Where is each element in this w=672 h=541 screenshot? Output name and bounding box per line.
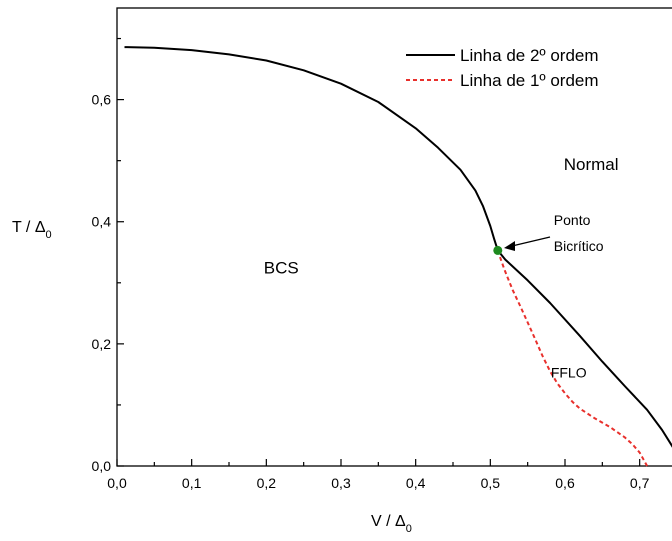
bicritical-point [493,245,503,255]
series-line-0 [124,46,672,448]
y-axis-ticks: 0,0 0,2 0,4 0,6 [92,37,124,474]
y-axis-label: T / Δ0 [12,219,52,241]
y-tick-label: 0,0 [92,458,112,474]
plot-frame [116,7,672,467]
x-tick-label: 0,6 [555,475,575,491]
y-tick-label: 0,6 [92,92,112,108]
x-tick-label: 0,1 [182,475,202,491]
x-axis-label-subscript: 0 [406,523,412,535]
x-axis-ticks: 0,0 0,1 0,2 0,3 0,4 0,5 0,6 0,7 [107,459,650,491]
x-tick-label: 0,7 [630,475,650,491]
x-tick-label: 0,4 [406,475,426,491]
series-layer [124,46,672,467]
region-label-bcs: BCS [264,259,299,278]
annotation-bicritico: Bicrítico [554,238,604,254]
points-layer [493,245,503,255]
series-line-1 [496,250,648,467]
legend: Linha de 2º ordem Linha de 1º ordem [406,46,599,90]
y-tick-label: 0,2 [92,336,112,352]
region-label-fflo: FFLO [551,364,587,380]
x-tick-label: 0,2 [257,475,277,491]
annotation-ponto: Ponto [554,212,591,228]
y-tick-label: 0,4 [92,214,112,230]
legend-label-first-order: Linha de 1º ordem [460,71,599,90]
bicritical-arrow-shaft [511,236,551,247]
x-tick-label: 0,5 [481,475,501,491]
y-axis-label-subscript: 0 [46,229,52,241]
x-tick-label: 0,3 [331,475,351,491]
region-label-normal: Normal [564,155,619,174]
x-axis-label: V / Δ0 [371,513,412,535]
legend-label-second-order: Linha de 2º ordem [460,46,599,65]
bicritical-arrow-head [504,241,515,251]
x-tick-label: 0,0 [107,475,127,491]
